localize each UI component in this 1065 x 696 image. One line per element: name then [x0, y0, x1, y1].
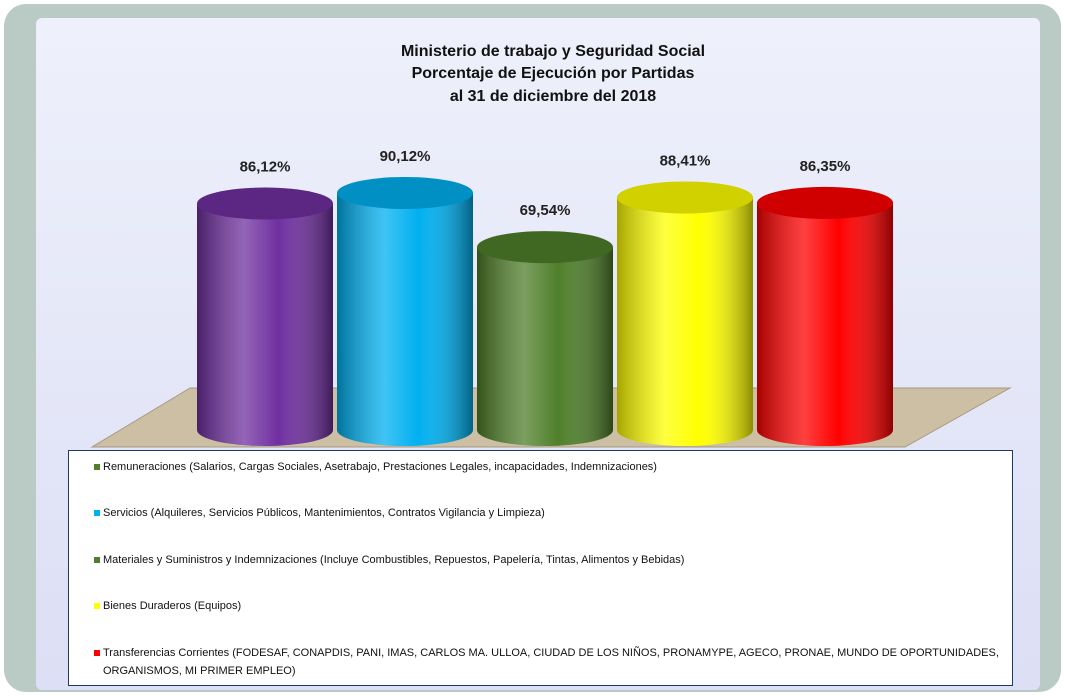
legend-marker	[94, 603, 100, 609]
bar-top-shade	[337, 177, 473, 209]
title: Ministerio de trabajo y Seguridad Social	[401, 43, 705, 60]
legend-label: Transferencias Corrientes (FODESAF, CONA…	[103, 647, 999, 677]
value-label: 86,35%	[800, 158, 851, 175]
legend-item: Bienes Duraderos (Equipos)	[94, 597, 1003, 615]
bar-top	[617, 181, 753, 214]
value-label: 90,12%	[380, 148, 431, 165]
value-label: 69,54%	[520, 202, 571, 219]
legend-item: Servicios (Alquileres, Servicios Público…	[94, 504, 1003, 522]
bar-shade	[197, 203, 333, 430]
bar-shade	[477, 247, 613, 430]
legend-marker	[94, 464, 100, 470]
bar-top	[197, 187, 333, 220]
legend-marker	[94, 557, 100, 563]
legend-item: Transferencias Corrientes (FODESAF, CONA…	[94, 644, 1003, 680]
bar-top	[337, 177, 473, 209]
bar-shade	[757, 202, 893, 430]
bar-top	[757, 186, 893, 219]
legend: Remuneraciones (Salarios, Cargas Sociale…	[68, 450, 1013, 686]
legend-item: Materiales y Suministros y Indemnizacion…	[94, 551, 1003, 569]
legend-label: Servicios (Alquileres, Servicios Público…	[103, 507, 545, 519]
legend-marker	[94, 650, 100, 656]
title: al 31 de diciembre del 2018	[450, 88, 656, 105]
bar-shade	[617, 197, 753, 430]
bar-top-shade	[617, 181, 753, 214]
bar-top	[477, 231, 613, 264]
legend-marker	[94, 510, 100, 516]
value-label: 86,12%	[240, 158, 291, 175]
legend-label: Bienes Duraderos (Equipos)	[103, 600, 242, 612]
bar-shade	[337, 193, 473, 430]
legend-label: Materiales y Suministros y Indemnizacion…	[103, 554, 685, 566]
legend-item: Remuneraciones (Salarios, Cargas Sociale…	[94, 458, 1003, 476]
value-label: 88,41%	[660, 152, 711, 169]
legend-label: Remuneraciones (Salarios, Cargas Sociale…	[103, 461, 657, 473]
title: Porcentaje de Ejecución por Partidas	[412, 65, 695, 82]
bar-top-shade	[757, 186, 893, 219]
bar-top-shade	[197, 187, 333, 220]
bar-top-shade	[477, 231, 613, 264]
